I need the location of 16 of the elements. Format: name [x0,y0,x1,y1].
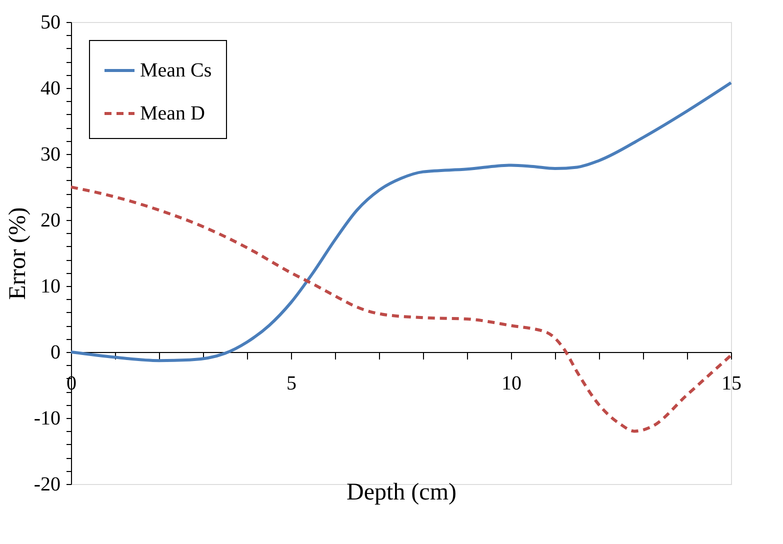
y-tick-label: -10 [34,408,60,430]
y-tick-label: -20 [34,474,60,496]
legend-label: Mean Cs [140,60,212,82]
y-tick-label: 40 [40,78,60,100]
y-tick-label: 50 [40,12,60,34]
y-tick-label: 0 [50,342,60,364]
x-tick-label: 15 [722,372,742,394]
y-tick-label: 20 [40,210,60,232]
x-tick-label: 10 [502,372,522,394]
x-axis-title: Depth (cm) [346,480,456,506]
legend-label: Mean D [140,102,205,124]
x-tick-label: 5 [286,372,296,394]
line-series [70,81,732,362]
y-tick-label: 30 [40,144,60,166]
y-tick-label: 10 [40,276,60,298]
y-axis-title: Error (%) [4,207,31,300]
